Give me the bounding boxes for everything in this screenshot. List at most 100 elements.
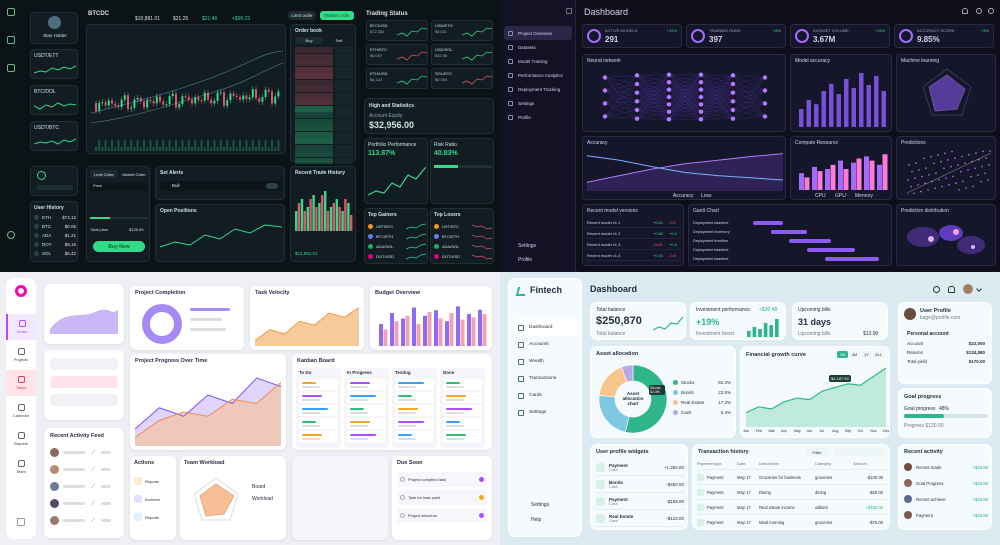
kanban-card[interactable] — [299, 392, 338, 403]
kanban-card[interactable] — [299, 431, 338, 442]
gantt-row[interactable]: Deployment baseline — [693, 255, 889, 264]
losers-row[interactable]: ADA/SOL — [434, 241, 492, 251]
kanban-card[interactable] — [395, 392, 434, 403]
nav-item-model-training[interactable]: Model Training — [504, 54, 572, 68]
kanban-card[interactable] — [443, 392, 482, 403]
kanban-card[interactable] — [443, 418, 482, 429]
range-all[interactable]: ALL — [873, 351, 884, 358]
nav-item-deployment-tracking[interactable]: Deployment Tracking — [504, 82, 572, 96]
chart-icon[interactable] — [7, 36, 15, 44]
filter-row-active[interactable] — [50, 376, 118, 388]
kpi-card[interactable]: ACCURACY SCORE 9.85% +3% — [894, 24, 994, 48]
range-3m[interactable]: 3M — [849, 351, 860, 358]
nav-item-cards[interactable]: Cards — [513, 387, 579, 404]
checkbox-icon[interactable] — [400, 477, 405, 482]
nav-item-datasets[interactable]: Datasets — [504, 40, 572, 54]
status-card[interactable]: USD/SOL $32.56 — [431, 44, 493, 65]
nav-item-calendar[interactable]: Calendar — [6, 398, 36, 424]
nav-item-settings[interactable]: Settings — [504, 96, 572, 110]
kanban-card[interactable] — [395, 379, 434, 390]
portfolio-card-1[interactable]: BTC/DOL — [30, 85, 78, 115]
activity-item[interactable]: ⟋ — [50, 461, 118, 478]
table-row[interactable]: Payment May 17 Real estate income utilities… — [697, 499, 887, 514]
gainers-row[interactable]: DOT/USD — [368, 251, 426, 261]
version-row[interactable]: Recent model v1.1 +0.01 -0.1 — [587, 217, 681, 228]
kanban-card[interactable] — [347, 405, 386, 416]
toggle-icon[interactable] — [37, 171, 46, 180]
alert-input[interactable]: Bull — [160, 181, 282, 191]
recent-item[interactable]: Goal Progress +$38.80 — [904, 475, 988, 491]
kpi-card[interactable]: ACTIVE MODELS 291 +12% — [582, 24, 682, 48]
kanban-card[interactable] — [443, 431, 482, 442]
activity-item[interactable]: ⟋ — [50, 444, 118, 461]
market-order-button[interactable]: Market order — [320, 11, 354, 20]
filter-button[interactable]: Filter — [805, 448, 829, 456]
nav-item-settings[interactable]: Settings — [513, 404, 579, 421]
tab-market-order[interactable]: Market Order — [122, 171, 146, 177]
filter-row[interactable] — [50, 394, 118, 406]
portfolio-card-0[interactable]: USDT/ETT — [30, 49, 78, 79]
kanban-card[interactable] — [347, 418, 386, 429]
limit-order-button[interactable]: Limit order — [288, 11, 316, 20]
gainers-row[interactable]: ADA/SOL — [368, 241, 426, 251]
nav-item-profile[interactable]: Profile — [504, 110, 572, 124]
user-icon[interactable] — [988, 8, 994, 14]
toggle-switch[interactable] — [266, 183, 278, 189]
losers-row[interactable]: BTC/ETH — [434, 231, 492, 241]
tab-limit-order[interactable]: Limit Order — [90, 170, 118, 178]
pair-label[interactable]: BTCDC — [88, 11, 109, 17]
nav-item-projects[interactable]: Projects — [6, 342, 36, 368]
kanban-card[interactable] — [395, 405, 434, 416]
kanban-card[interactable] — [443, 379, 482, 390]
nav-item-team[interactable]: Team — [6, 454, 36, 480]
gantt-row[interactable]: Deployment baseline — [693, 219, 889, 228]
search-field[interactable] — [833, 448, 885, 456]
status-card[interactable]: SOL/BTC $0.004 — [431, 68, 493, 89]
home-icon[interactable] — [7, 8, 15, 16]
nav-settings-bottom[interactable]: Settings — [518, 243, 537, 249]
due-item[interactable]: Project complied task — [397, 472, 487, 487]
kpi-card[interactable]: TRAINING RUNS 397 +8% — [686, 24, 786, 48]
losers-row[interactable]: UST/BTC — [434, 221, 492, 231]
gainers-row[interactable]: BTC/ETH — [368, 231, 426, 241]
losers-row[interactable]: DOT/USD — [434, 251, 492, 261]
widget-item[interactable]: Bonds Cash -$450.00 — [596, 476, 684, 493]
widget-item[interactable]: Real Estate Cash -$123.00 — [596, 510, 684, 527]
kanban-card[interactable] — [299, 405, 338, 416]
activity-item[interactable]: ⟋ — [50, 478, 118, 495]
version-row[interactable]: Recent model v1.3 -0.03 +0.6 — [587, 239, 681, 250]
status-card[interactable]: USD/ETH $5,011 — [431, 20, 493, 41]
activity-item[interactable]: ⟋ — [50, 512, 118, 529]
settings-icon[interactable] — [976, 8, 982, 14]
action-item[interactable]: Reports — [134, 472, 172, 490]
range-1y[interactable]: 1Y — [861, 351, 872, 358]
nav-item-home[interactable]: Home — [6, 314, 36, 340]
nav-item-project-overview[interactable]: Project Overview — [504, 26, 572, 40]
status-card[interactable]: ETH/BTC $0.057 — [366, 44, 428, 65]
kanban-card[interactable] — [347, 431, 386, 442]
filter-row[interactable] — [50, 358, 118, 370]
chevron-down-icon[interactable] — [976, 286, 982, 292]
kanban-card[interactable] — [347, 379, 386, 390]
collapse-icon[interactable] — [566, 8, 572, 14]
bell-icon[interactable] — [962, 8, 968, 14]
range-1m[interactable]: 1M — [837, 351, 848, 358]
bell-icon[interactable] — [948, 286, 955, 293]
history-row[interactable]: ETH $74,12 — [34, 213, 76, 222]
kpi-card[interactable]: DATASET VOLUME 3.67M +15% — [790, 24, 890, 48]
kanban-card[interactable] — [299, 418, 338, 429]
nav-settings-bottom[interactable]: Settings — [531, 502, 550, 508]
kanban-card[interactable] — [395, 431, 434, 442]
tab-sell[interactable]: Sell — [335, 38, 343, 43]
activity-item[interactable]: ⟋ — [50, 495, 118, 512]
checkbox-icon[interactable] — [400, 495, 405, 500]
kanban-card[interactable] — [299, 379, 338, 390]
amount-slider[interactable] — [90, 217, 148, 219]
action-item[interactable]: Archives — [134, 490, 172, 508]
checkbox-icon[interactable] — [400, 513, 405, 518]
recent-item[interactable]: Payment +$38.80 — [904, 507, 988, 523]
history-row[interactable]: BTC $0.05 — [34, 222, 76, 231]
nav-item-performance-analytics[interactable]: Performance Analytics — [504, 68, 572, 82]
portfolio-card-2[interactable]: USDT/BTC — [30, 121, 78, 151]
action-item[interactable]: Reports — [134, 508, 172, 526]
